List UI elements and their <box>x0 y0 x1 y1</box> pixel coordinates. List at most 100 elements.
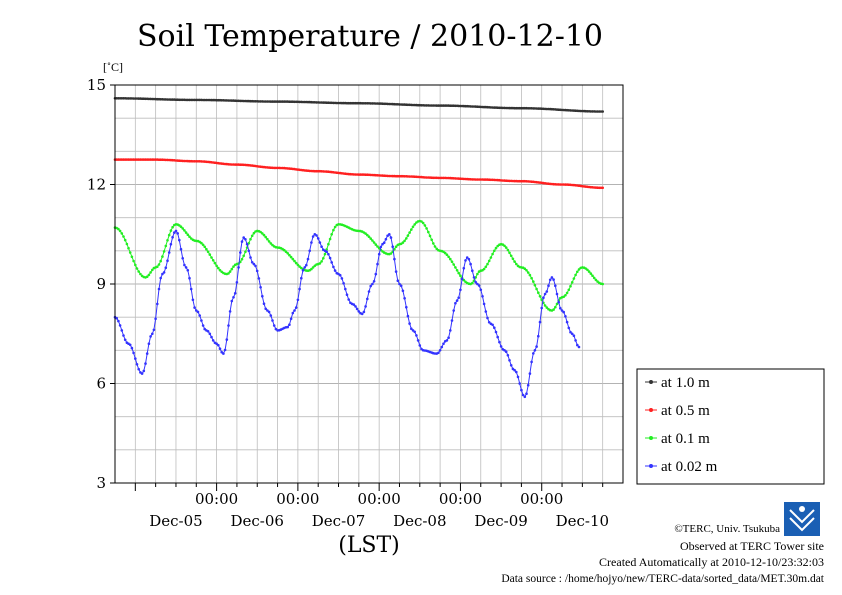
data-point <box>181 257 184 260</box>
data-point <box>366 233 369 237</box>
data-point <box>592 276 596 280</box>
x-tick-time-label: 00:00 <box>520 490 563 508</box>
data-point <box>130 346 134 350</box>
data-point <box>161 272 164 276</box>
data-point <box>516 375 520 379</box>
data-point <box>425 227 428 230</box>
data-point <box>577 345 581 349</box>
data-point <box>457 296 461 300</box>
data-point <box>296 298 300 302</box>
data-point <box>438 349 442 352</box>
data-point <box>371 282 374 286</box>
data-point <box>176 232 179 235</box>
data-point <box>450 260 454 264</box>
data-point <box>289 255 293 259</box>
data-point <box>464 259 467 262</box>
data-point <box>215 264 218 268</box>
legend: at 1.0 m at 0.5 m at 0.1 m at 0.02 m <box>636 368 825 485</box>
data-point <box>266 237 269 241</box>
data-point <box>345 293 349 297</box>
data-point <box>543 292 547 296</box>
data-point <box>156 302 159 306</box>
data-point <box>513 260 516 263</box>
data-point <box>489 256 493 259</box>
data-point <box>156 265 159 269</box>
data-point <box>372 280 376 283</box>
x-tick-date-label: Dec-08 <box>393 512 446 530</box>
x-tick-date-label: Dec-10 <box>556 512 609 530</box>
data-point <box>189 287 193 291</box>
data-point <box>152 328 156 332</box>
data-point <box>267 240 271 243</box>
data-point <box>181 227 184 230</box>
data-point <box>493 249 496 253</box>
data-point <box>305 263 308 267</box>
data-point <box>362 310 366 314</box>
data-point <box>120 329 124 332</box>
data-point <box>428 234 432 238</box>
data-point <box>528 273 532 277</box>
data-point <box>167 251 171 254</box>
data-point <box>589 272 593 275</box>
data-point <box>244 250 247 254</box>
data-point <box>476 282 479 286</box>
data-point <box>565 291 569 295</box>
legend-marker <box>649 408 653 412</box>
data-point <box>340 277 344 280</box>
data-point <box>139 272 142 276</box>
data-point <box>201 324 205 327</box>
data-point <box>272 324 276 327</box>
data-point <box>310 241 313 244</box>
data-point <box>237 266 240 269</box>
data-point <box>366 297 369 301</box>
data-point <box>552 308 555 311</box>
data-point <box>174 229 178 233</box>
x-tick-time-label: 00:00 <box>195 490 238 508</box>
data-point <box>389 252 393 255</box>
data-point <box>493 326 496 330</box>
data-point <box>562 310 565 314</box>
data-point <box>171 235 174 239</box>
data-point <box>215 342 218 346</box>
data-point <box>482 267 486 271</box>
data-point <box>449 329 452 332</box>
data-point <box>205 247 208 251</box>
data-point <box>562 295 565 299</box>
data-point <box>576 270 579 274</box>
data-point <box>320 260 323 263</box>
data-point <box>179 247 183 251</box>
data-point <box>140 372 144 375</box>
data-point <box>384 237 388 241</box>
data-point <box>554 284 557 288</box>
data-point <box>454 301 457 305</box>
data-point <box>327 242 330 246</box>
data-point <box>286 252 290 255</box>
data-point <box>389 236 393 239</box>
data-point <box>371 239 374 242</box>
data-point <box>508 359 511 362</box>
data-point <box>443 251 447 255</box>
data-point <box>594 278 598 282</box>
data-point <box>467 257 471 261</box>
data-point <box>344 287 347 291</box>
data-point <box>445 339 449 342</box>
data-point <box>134 263 137 267</box>
data-point <box>245 242 249 246</box>
data-point <box>310 267 313 271</box>
data-point <box>184 266 188 269</box>
data-point <box>115 316 118 320</box>
data-point <box>201 243 205 247</box>
data-point <box>191 298 195 302</box>
data-point <box>376 262 379 266</box>
series-line <box>114 230 580 398</box>
data-point <box>291 311 295 315</box>
data-point <box>538 295 542 298</box>
data-point <box>228 310 232 313</box>
data-point <box>455 269 459 272</box>
data-point <box>193 306 196 309</box>
data-point <box>410 228 413 231</box>
data-point <box>487 259 491 263</box>
data-point <box>264 235 268 239</box>
data-point <box>494 330 498 334</box>
